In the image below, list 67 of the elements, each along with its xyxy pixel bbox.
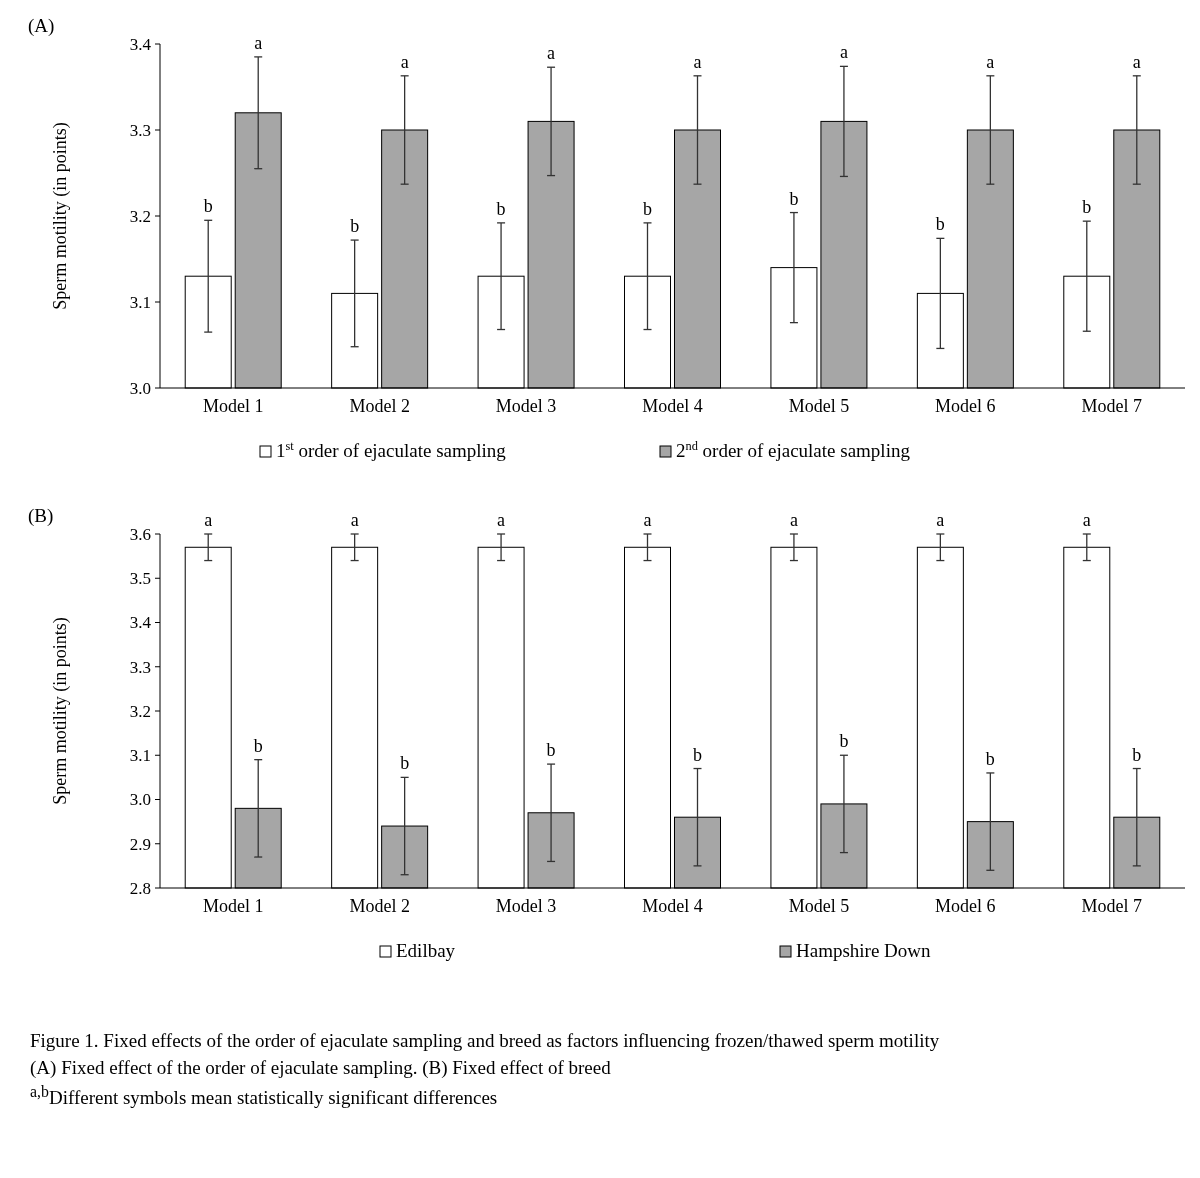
- x-tick-label: Model 6: [935, 896, 996, 916]
- text: $^{a,b}$Different symbols mean statistically significant differences: [30, 1082, 499, 1111]
- x-tick-label: Model 6: [935, 396, 996, 416]
- y-tick-label: 3.4: [129, 613, 152, 633]
- annotation: b: [1082, 197, 1092, 218]
- legend-label: 2$^{nd}$ order of ejaculate sampling: [676, 439, 911, 461]
- x-tick-label: Model 5: [788, 896, 850, 916]
- y-tick-label: 3.1: [129, 292, 151, 312]
- annotation: a: [1132, 51, 1141, 72]
- y-axis-title: Sperm motility (in points): [50, 617, 71, 805]
- legend-label: Hampshire Down: [796, 940, 932, 961]
- x-tick-label: Model 5: [788, 396, 850, 416]
- annotation: a: [547, 43, 556, 64]
- x-tick-label: Model 7: [1081, 396, 1143, 416]
- x-tick-label: Model 2: [349, 896, 410, 916]
- y-tick-label: 3.0: [129, 790, 151, 810]
- x-tick-label: Model 7: [1081, 896, 1143, 916]
- y-tick-label: 3.2: [129, 701, 151, 721]
- annotation: b: [985, 748, 995, 769]
- y-tick-label: 3.3: [129, 657, 151, 677]
- x-tick-label: Model 2: [349, 396, 410, 416]
- annotation: b: [693, 744, 702, 765]
- legend-label: 1$^{st}$ order of ejaculate sampling: [276, 439, 507, 461]
- x-tick-label: Model 4: [642, 896, 703, 916]
- y-tick-label: 3.0: [129, 378, 151, 398]
- annotation: b: [496, 198, 506, 219]
- y-tick-label: 2.9: [129, 834, 151, 854]
- text: a: [643, 510, 652, 530]
- y-tick-label: 3.3: [129, 120, 151, 140]
- annotation: a: [400, 51, 409, 72]
- text: a: [350, 510, 359, 530]
- chart-title: (B): [28, 505, 54, 527]
- text: (A) Fixed effect of the order of ejaculate sampling. (B) Fixed effect of breed: [30, 1055, 612, 1080]
- y-tick-label: 3.2: [129, 206, 151, 226]
- annotation: b: [203, 196, 213, 217]
- y-tick-label: 3.6: [129, 524, 151, 544]
- x-tick-label: Model 3: [495, 396, 557, 416]
- annotation: b: [839, 731, 849, 752]
- annotation: a: [986, 51, 995, 72]
- annotation: b: [253, 735, 263, 756]
- text: a: [789, 510, 798, 530]
- x-tick-label: Model 3: [495, 896, 557, 916]
- annotation: b: [350, 216, 360, 237]
- annotation: a: [693, 51, 702, 72]
- text: a: [936, 510, 945, 530]
- y-tick-label: 3.1: [129, 746, 151, 766]
- y-tick-label: 3.4: [129, 34, 152, 54]
- annotation: b: [400, 753, 410, 774]
- annotation: b: [1132, 744, 1142, 765]
- annotation: a: [839, 42, 848, 63]
- x-tick-label: Model 4: [642, 396, 703, 416]
- annotation: b: [643, 198, 652, 219]
- legend-label: Edilbay: [396, 940, 456, 961]
- y-tick-label: 2.8: [129, 878, 151, 898]
- text: a: [204, 510, 213, 530]
- annotation: b: [546, 740, 556, 761]
- chart-title: (A): [28, 15, 55, 37]
- caption: Figure 1. Fixed effects of the order of ejaculate sampling and breed as factors influencing frozen/thawed sperm motility: [30, 1029, 941, 1053]
- x-tick-label: Model 1: [202, 396, 264, 416]
- x-tick-label: Model 1: [202, 896, 264, 916]
- y-axis-title: Sperm motility (in points): [50, 122, 71, 310]
- annotation: a: [254, 32, 263, 53]
- text: a: [497, 510, 506, 530]
- y-tick-label: 3.5: [129, 569, 151, 589]
- annotation: b: [789, 188, 799, 209]
- annotation: b: [935, 214, 945, 235]
- text: a: [1082, 510, 1091, 530]
